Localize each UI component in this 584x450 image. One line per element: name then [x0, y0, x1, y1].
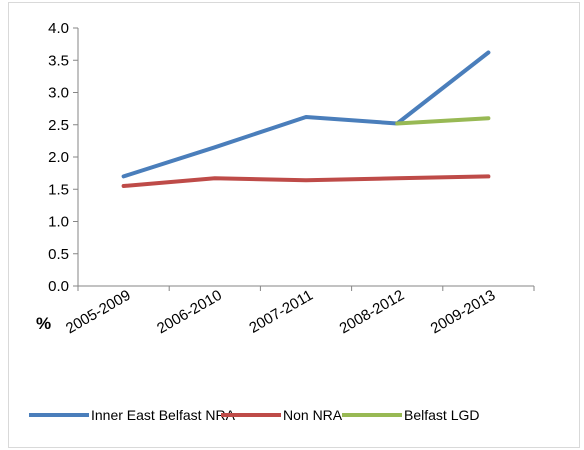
series-line: [395, 116, 491, 126]
x-tick-label: 2008-2012: [337, 287, 408, 338]
series-line: [121, 174, 491, 188]
y-tick-labels: 0.0 0.5 1.0 1.5 2.0 2.5 3.0 3.5 4.0: [48, 20, 69, 295]
y-tick-label: 3.0: [48, 85, 69, 102]
y-tick-label: 2.0: [48, 149, 69, 166]
x-tick-label: 2006-2010: [154, 287, 225, 338]
y-tick-label: 3.5: [48, 52, 69, 69]
series-line: [121, 50, 491, 179]
x-tick-label: 2007-2011: [246, 287, 316, 337]
line-chart: 0.00.51.01.52.02.53.03.54.0 2005-2009 200…: [29, 20, 535, 423]
y-tick-label: 2.5: [48, 117, 69, 134]
x-tick-labels: 2005-2009 2006-2010 2007-2011 2008-2012 2009…: [63, 287, 498, 338]
y-tick-label: 1.0: [48, 214, 69, 231]
y-tick-label: 0.0: [48, 278, 69, 295]
series-lines: [121, 50, 491, 188]
legend-label: Non NRA: [283, 407, 343, 423]
legend: Inner East Belfast NRA Non NRA Belfast LGD: [29, 407, 479, 423]
y-tick-label: 4.0: [48, 20, 69, 37]
x-tick-label: 2005-2009: [63, 287, 134, 338]
unit-label: %: [36, 314, 51, 333]
x-tick-label: 2009-2013: [428, 287, 499, 338]
chart-frame: 0.0 0.5 1.0 1.5 2.0 2.5 3.0 3.5 4.0 2005-2009 200…: [8, 2, 580, 448]
y-tick-label: 1.5: [48, 181, 69, 198]
y-tick-label: 0.5: [48, 246, 69, 263]
axes: [73, 27, 535, 291]
legend-label: Inner East Belfast NRA: [91, 407, 236, 423]
legend-label: Belfast LGD: [404, 407, 479, 423]
